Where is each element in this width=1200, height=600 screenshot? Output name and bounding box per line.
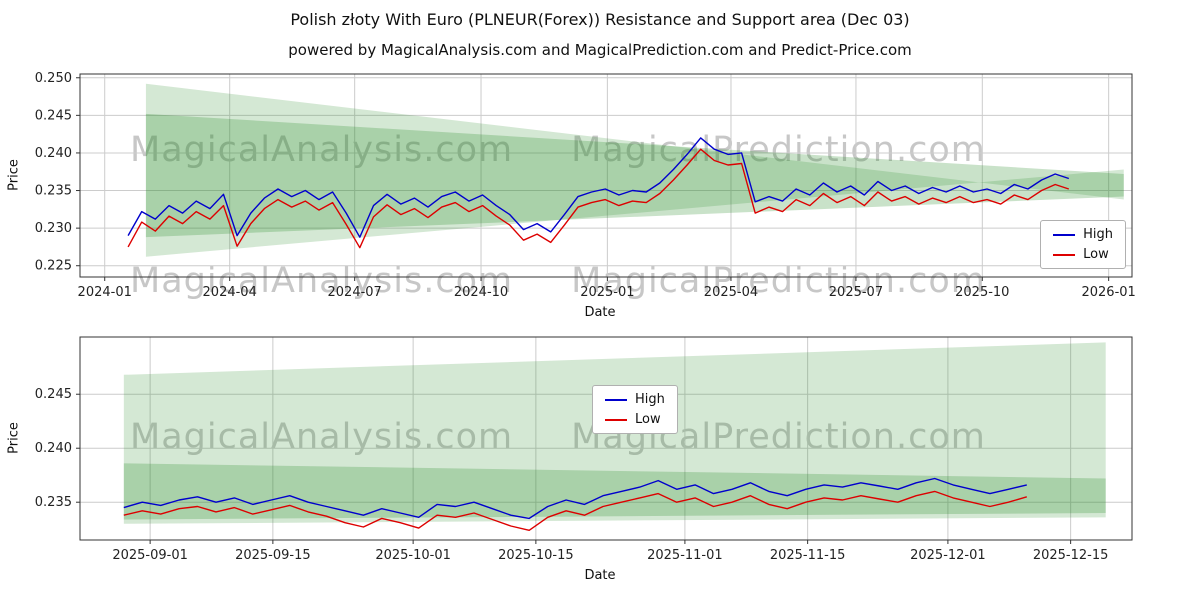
svg-text:0.240: 0.240: [35, 441, 72, 456]
top-chart-canvas: 2024-01 2024-04 2024-07 2024-10 2025-01 2025-…: [35, 71, 1136, 300]
chart-subtitle: powered by MagicalAnalysis.com and Magic…: [288, 41, 912, 59]
low-line-swatch: [605, 418, 627, 421]
svg-text:2025-09-15: 2025-09-15: [235, 548, 311, 563]
chart-title: Polish złoty With Euro (PLNEUR(Forex)) R…: [290, 10, 910, 29]
svg-text:2025-04: 2025-04: [704, 285, 758, 300]
legend-label-low: Low: [635, 412, 661, 427]
svg-text:0.250: 0.250: [35, 71, 72, 86]
top-chart: 2024-01 2024-04 2024-07 2024-10 2025-01 2025-…: [0, 62, 1200, 322]
low-line-swatch: [1053, 253, 1076, 256]
legend-label-high: High: [1083, 227, 1113, 242]
legend-label-low: Low: [1083, 247, 1109, 262]
svg-text:0.230: 0.230: [35, 221, 72, 236]
bottom-chart: 2025-09-01 2025-09-15 2025-10-01 2025-10-15…: [0, 325, 1200, 585]
svg-text:2024-01: 2024-01: [78, 285, 132, 300]
legend-item-low: Low: [605, 412, 665, 427]
legend-item-low: Low: [1053, 247, 1113, 262]
svg-text:0.235: 0.235: [35, 184, 72, 199]
legend-item-high: High: [1053, 227, 1113, 242]
svg-text:2025-11-15: 2025-11-15: [770, 548, 846, 563]
svg-text:0.225: 0.225: [35, 259, 72, 274]
legend-label-high: High: [635, 392, 665, 407]
bottom-chart-canvas: 2025-09-01 2025-09-15 2025-10-01 2025-10-15…: [35, 336, 1133, 563]
bottom-y-axis-label: Price: [6, 422, 22, 454]
svg-text:2025-10: 2025-10: [955, 285, 1009, 300]
svg-text:0.245: 0.245: [35, 108, 72, 123]
svg-text:2024-04: 2024-04: [203, 285, 257, 300]
high-line-swatch: [605, 398, 627, 401]
svg-text:2025-12-01: 2025-12-01: [910, 548, 986, 563]
svg-text:0.245: 0.245: [35, 387, 72, 402]
bottom-legend: High Low: [592, 385, 678, 434]
svg-text:2025-11-01: 2025-11-01: [647, 548, 723, 563]
top-x-axis-label: Date: [584, 305, 616, 320]
top-legend: High Low: [1040, 220, 1126, 269]
svg-text:2024-07: 2024-07: [328, 285, 382, 300]
top-y-axis-label: Price: [6, 159, 22, 191]
svg-text:2024-10: 2024-10: [454, 285, 508, 300]
svg-text:2025-07: 2025-07: [829, 285, 883, 300]
svg-text:2025-10-15: 2025-10-15: [498, 548, 574, 563]
svg-text:2025-12-15: 2025-12-15: [1033, 548, 1109, 563]
svg-text:2025-01: 2025-01: [580, 285, 634, 300]
svg-text:0.240: 0.240: [35, 146, 72, 161]
bottom-x-axis-label: Date: [584, 568, 616, 583]
high-line-swatch: [1053, 233, 1076, 236]
svg-text:2025-10-01: 2025-10-01: [375, 548, 451, 563]
svg-text:2025-09-01: 2025-09-01: [112, 548, 188, 563]
svg-text:2026-01: 2026-01: [1081, 285, 1135, 300]
legend-item-high: High: [605, 392, 665, 407]
svg-text:0.235: 0.235: [35, 495, 72, 510]
